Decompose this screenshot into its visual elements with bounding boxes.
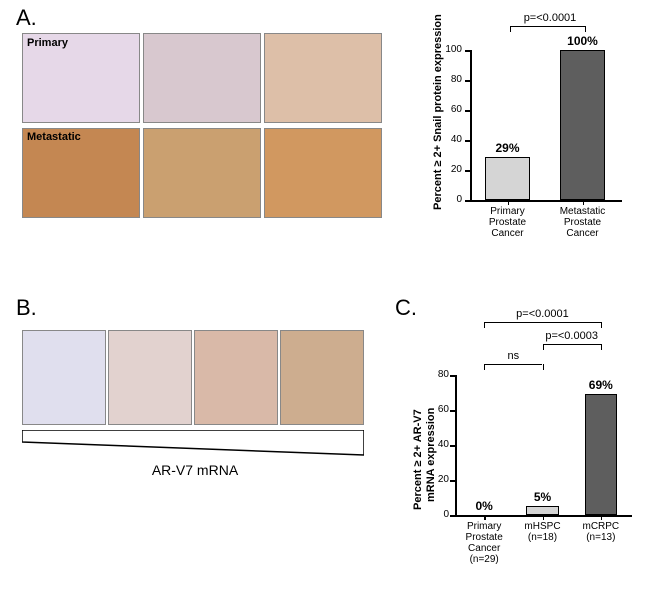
- primary-label: Primary: [27, 37, 68, 49]
- y-axis-c: [455, 375, 457, 517]
- bar: [485, 157, 530, 201]
- comparison-label: p=<0.0003: [543, 330, 601, 342]
- y-tick: [450, 445, 455, 447]
- bar-value-label: 69%: [577, 378, 625, 392]
- histology-arv7-2: [108, 330, 192, 425]
- bar-value-label: 29%: [480, 141, 535, 155]
- y-tick: [450, 410, 455, 412]
- x-category-label: mHSPC(n=18): [511, 521, 573, 543]
- y-axis-title-c-line2: mRNA expression: [425, 408, 437, 502]
- x-tick: [484, 515, 486, 520]
- histology-metastatic-3: [264, 128, 382, 218]
- gradient-label: AR-V7 mRNA: [110, 462, 280, 478]
- x-tick: [583, 200, 585, 205]
- panel-a-label: A.: [16, 5, 37, 31]
- x-axis: [470, 200, 622, 202]
- x-tick: [543, 515, 545, 520]
- bar-value-label: 100%: [555, 34, 610, 48]
- comparison-bracket: [543, 344, 601, 345]
- x-category-label: PrimaryProstateCancer: [470, 206, 545, 239]
- y-tick: [465, 110, 470, 112]
- bar-value-label: 5%: [518, 490, 566, 504]
- x-tick: [508, 200, 510, 205]
- p-value-a: p=<0.0001: [515, 12, 585, 24]
- y-tick: [465, 50, 470, 52]
- bar: [526, 506, 558, 515]
- y-axis: [470, 50, 472, 202]
- bar: [585, 394, 617, 515]
- histology-primary-3: [264, 33, 382, 123]
- bar-value-label: 0%: [460, 499, 508, 513]
- y-tick: [450, 480, 455, 482]
- comparison-bracket: [484, 364, 542, 365]
- gradient-triangle-icon: [22, 430, 364, 460]
- histology-arv7-1: [22, 330, 106, 425]
- histology-primary-2: [143, 33, 261, 123]
- bar: [560, 50, 605, 200]
- comparison-bracket-end: [543, 344, 544, 350]
- comparison-bracket: [484, 322, 601, 323]
- x-category-label: PrimaryProstateCancer(n=29): [453, 521, 515, 565]
- y-tick: [450, 375, 455, 377]
- x-category-label: MetastaticProstateCancer: [545, 206, 620, 239]
- panel-b-label: B.: [16, 295, 37, 321]
- x-tick: [601, 515, 603, 520]
- y-axis-title-c-line1: Percent ≥ 2+ AR-V7: [412, 409, 424, 510]
- panel-c-bar-chart: 020406080 0%PrimaryProstateCancer(n=29)5…: [400, 310, 645, 590]
- y-axis-title-a: Percent ≥ 2+ Snail protein expression: [432, 14, 444, 210]
- comparison-bracket-end: [601, 322, 602, 328]
- metastatic-label: Metastatic: [27, 131, 81, 143]
- histology-metastatic-2: [143, 128, 261, 218]
- y-tick: [465, 80, 470, 82]
- y-tick: [465, 200, 470, 202]
- y-tick: [465, 140, 470, 142]
- y-tick-label: 80: [427, 369, 449, 380]
- x-category-label: mCRPC(n=13): [570, 521, 632, 543]
- histology-arv7-4: [280, 330, 364, 425]
- y-tick: [450, 515, 455, 517]
- comparison-bracket-end: [543, 364, 544, 370]
- comparison-bracket-end: [601, 344, 602, 350]
- comparison-label: ns: [484, 350, 542, 362]
- comparison-bracket-end: [484, 364, 485, 370]
- bracket-h: [510, 26, 586, 27]
- comparison-bracket-end: [484, 322, 485, 328]
- panel-a-bar-chart: 020406080100 29%PrimaryProstateCancer100…: [420, 20, 640, 250]
- histology-arv7-3: [194, 330, 278, 425]
- comparison-label: p=<0.0001: [484, 308, 601, 320]
- y-tick: [465, 170, 470, 172]
- y-tick-label: 0: [427, 509, 449, 520]
